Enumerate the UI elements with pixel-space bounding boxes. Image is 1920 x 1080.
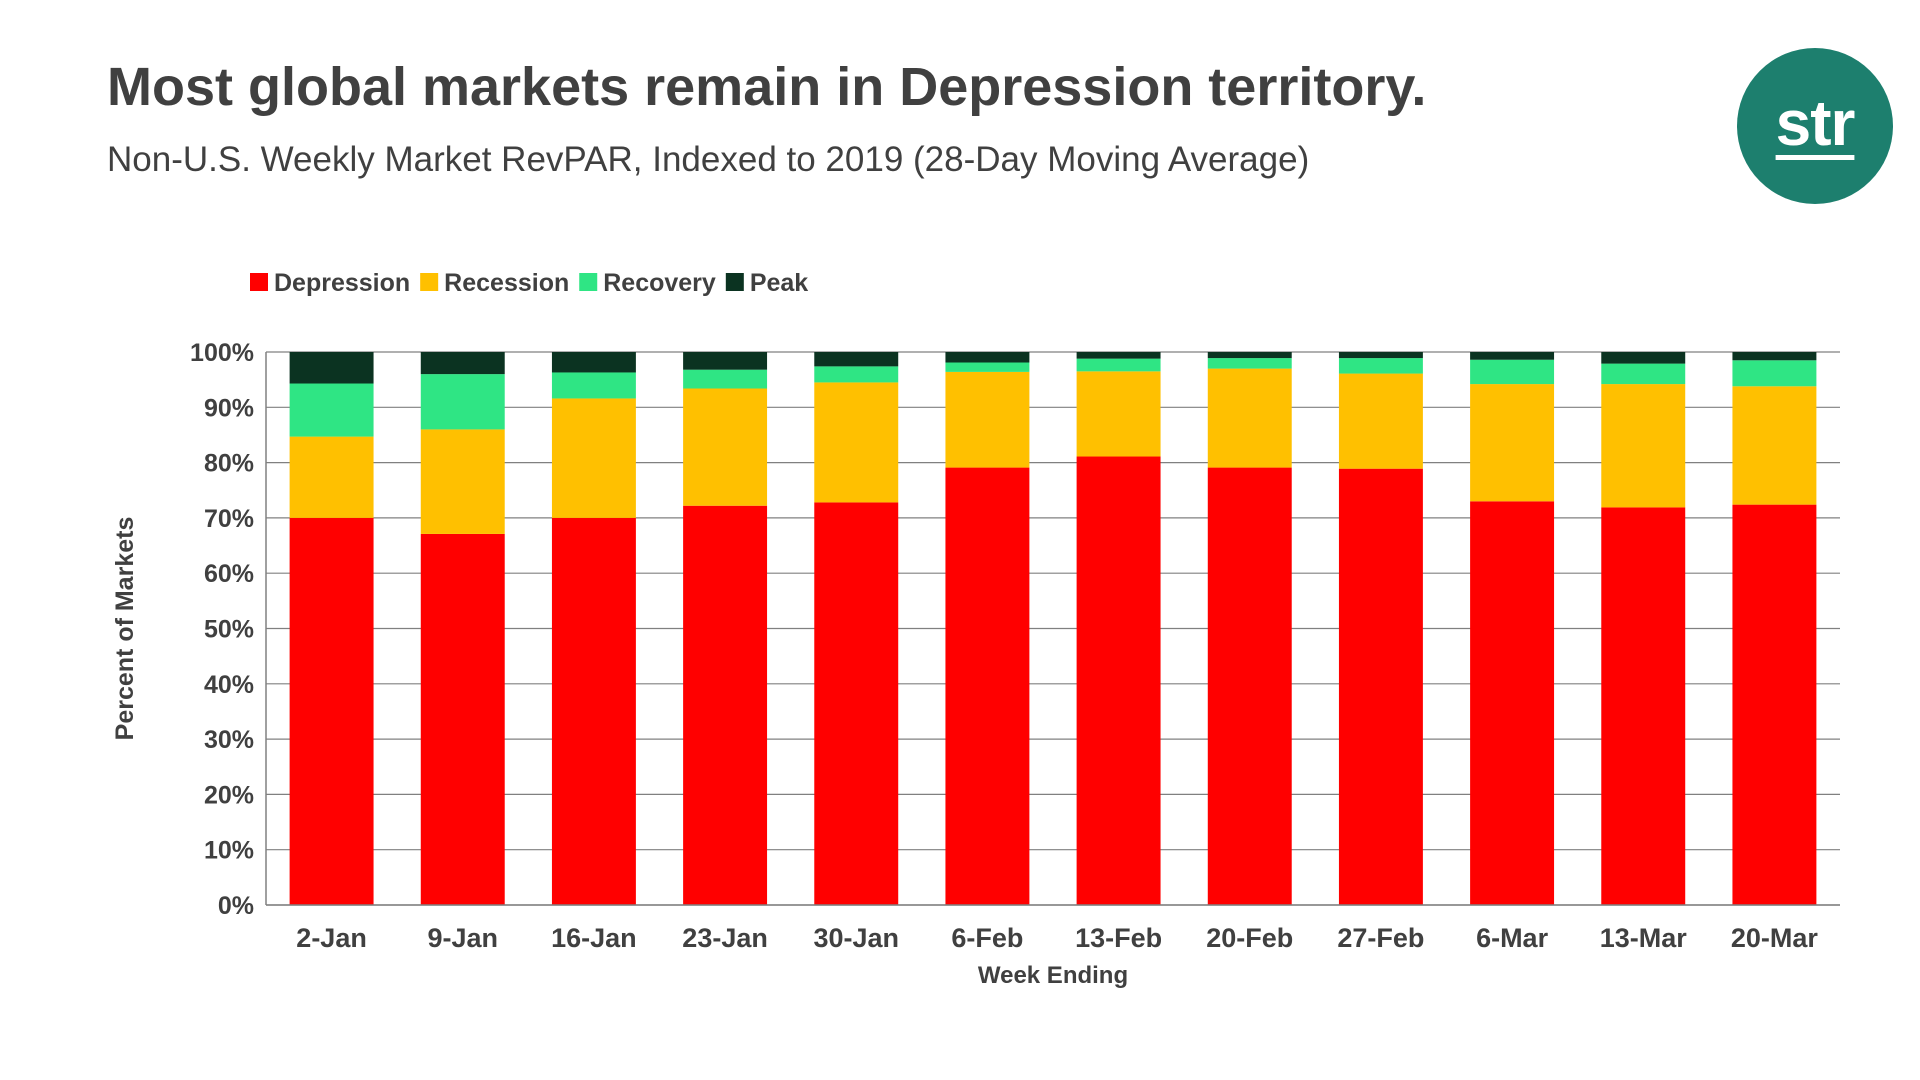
bar-recovery-30-jan — [814, 366, 899, 383]
bar-recession-2-jan — [289, 436, 374, 518]
bar-depression-9-jan — [420, 533, 505, 905]
x-tick-label: 2-Jan — [296, 923, 367, 953]
bar-recovery-27-feb — [1338, 358, 1423, 374]
y-tick-label: 10% — [204, 837, 254, 865]
bar-recession-27-feb — [1338, 373, 1423, 469]
bar-recession-6-feb — [945, 371, 1030, 468]
y-tick-label: 70% — [204, 505, 254, 533]
bar-peak-20-mar — [1732, 352, 1817, 361]
legend-label-peak: Peak — [750, 269, 808, 297]
bar-recession-13-feb — [1076, 371, 1161, 457]
bar-peak-2-jan — [289, 352, 374, 384]
bar-peak-23-jan — [683, 352, 768, 370]
legend-swatch-peak — [725, 273, 744, 291]
bar-peak-13-mar — [1601, 352, 1686, 364]
x-tick-label: 13-Feb — [1075, 923, 1162, 953]
y-tick-label: 80% — [204, 450, 254, 478]
bar-peak-13-feb — [1076, 352, 1161, 359]
bar-recovery-16-jan — [551, 372, 636, 399]
x-tick-label: 6-Feb — [951, 923, 1023, 953]
bar-peak-30-jan — [814, 352, 899, 367]
bar-peak-27-feb — [1338, 352, 1423, 359]
x-tick-label: 20-Feb — [1206, 923, 1293, 953]
bar-depression-6-mar — [1470, 501, 1555, 905]
bar-depression-16-jan — [551, 517, 636, 905]
bar-depression-20-mar — [1732, 504, 1817, 905]
bar-recovery-13-mar — [1601, 363, 1686, 385]
bar-recession-23-jan — [683, 388, 768, 506]
bar-recovery-9-jan — [420, 374, 505, 430]
x-tick-label: 13-Mar — [1600, 923, 1688, 953]
y-tick-label: 40% — [204, 671, 254, 699]
bar-depression-20-feb — [1207, 467, 1292, 905]
bar-recovery-13-feb — [1076, 358, 1161, 372]
bar-recession-16-jan — [551, 398, 636, 518]
bar-recession-6-mar — [1470, 384, 1555, 502]
bar-depression-6-feb — [945, 467, 1030, 905]
x-tick-label: 20-Mar — [1731, 923, 1819, 953]
bar-recovery-6-mar — [1470, 359, 1555, 385]
str-logo: str — [1737, 48, 1893, 204]
bar-recession-13-mar — [1601, 384, 1686, 508]
y-tick-label: 100% — [190, 339, 254, 367]
bar-recession-20-feb — [1207, 368, 1292, 468]
bar-recovery-6-feb — [945, 362, 1030, 372]
y-tick-label: 0% — [218, 892, 254, 920]
y-tick-label: 30% — [204, 726, 254, 754]
bar-recovery-20-mar — [1732, 360, 1817, 387]
bar-peak-16-jan — [551, 352, 636, 373]
bar-recession-20-mar — [1732, 386, 1817, 505]
x-tick-label: 30-Jan — [813, 923, 899, 953]
x-tick-label: 6-Mar — [1476, 923, 1549, 953]
legend-label-recovery: Recovery — [603, 269, 716, 297]
page-subtitle: Non-U.S. Weekly Market RevPAR, Indexed t… — [107, 140, 1310, 179]
y-tick-label: 60% — [204, 560, 254, 588]
x-tick-label: 23-Jan — [682, 923, 768, 953]
bar-depression-2-jan — [289, 517, 374, 905]
bar-peak-20-feb — [1207, 352, 1292, 359]
page-title: Most global markets remain in Depression… — [107, 57, 1427, 117]
bar-recession-30-jan — [814, 382, 899, 503]
bar-recovery-2-jan — [289, 383, 374, 437]
y-tick-label: 90% — [204, 394, 254, 422]
bar-peak-6-mar — [1470, 352, 1555, 360]
x-axis-title: Week Ending — [978, 962, 1128, 989]
legend-label-recession: Recession — [444, 269, 569, 297]
bar-depression-23-jan — [683, 505, 768, 905]
legend-swatch-recession — [420, 273, 439, 291]
logo-text: str — [1775, 87, 1856, 159]
y-tick-label: 20% — [204, 781, 254, 809]
bar-peak-6-feb — [945, 352, 1030, 363]
bar-depression-30-jan — [814, 502, 899, 905]
bar-depression-13-mar — [1601, 507, 1686, 905]
x-tick-label: 16-Jan — [551, 923, 637, 953]
y-tick-label: 50% — [204, 616, 254, 644]
bar-recession-9-jan — [420, 429, 505, 534]
x-tick-label: 9-Jan — [427, 923, 498, 953]
bar-recovery-23-jan — [683, 369, 768, 389]
bar-depression-27-feb — [1338, 468, 1423, 905]
legend-swatch-recovery — [579, 273, 598, 291]
legend-swatch-depression — [250, 273, 268, 291]
x-tick-label: 27-Feb — [1337, 923, 1424, 953]
y-axis-title: Percent of Markets — [111, 517, 139, 741]
bar-depression-13-feb — [1076, 456, 1161, 905]
legend-label-depression: Depression — [274, 269, 410, 297]
bar-recovery-20-feb — [1207, 358, 1292, 369]
bar-peak-9-jan — [420, 352, 505, 375]
